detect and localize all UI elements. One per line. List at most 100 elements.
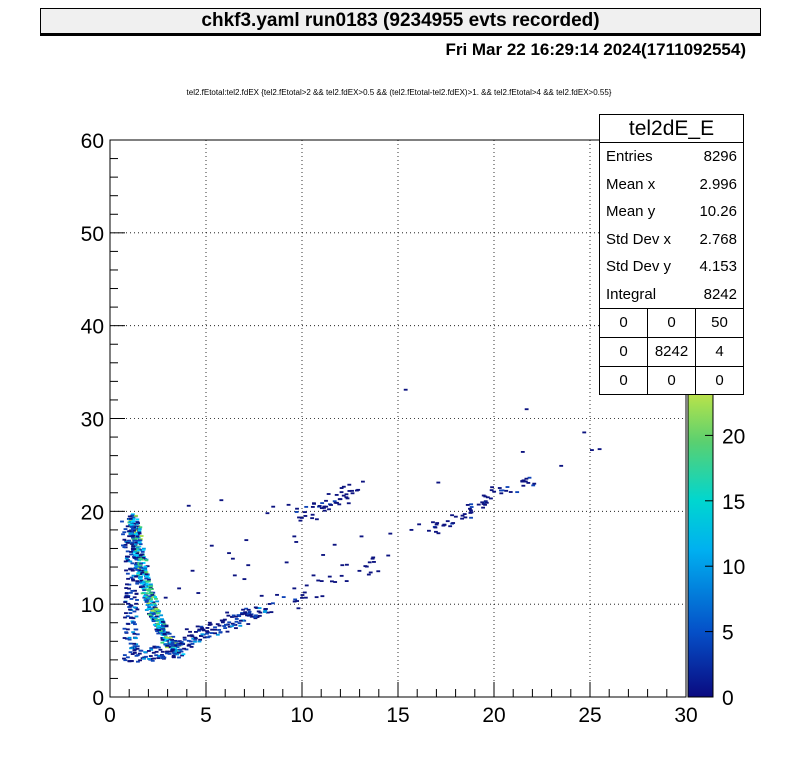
heatmap-cell	[138, 538, 143, 541]
heatmap-cell	[148, 655, 153, 657]
heatmap-cell	[134, 528, 138, 531]
heatmap-cell	[334, 493, 339, 496]
heatmap-cell	[356, 488, 361, 491]
heatmap-cell	[240, 612, 245, 614]
heatmap-cell	[156, 627, 160, 630]
color-scale-axis: 0 5 10 15 20	[705, 425, 745, 710]
heatmap-cell	[147, 606, 152, 609]
heatmap-cell	[172, 643, 177, 646]
heatmap-cell	[135, 645, 140, 648]
heatmap-cell	[130, 547, 135, 550]
heatmap-cell	[130, 543, 134, 545]
heatmap-cell	[168, 643, 173, 646]
heatmap-cell	[125, 550, 130, 553]
heatmap-cell	[480, 501, 485, 504]
heatmap-cell	[469, 509, 473, 512]
heatmap-cell	[149, 611, 154, 614]
heatmap-cell	[314, 596, 319, 599]
heatmap-cell	[244, 607, 249, 610]
heatmap-cell	[520, 480, 525, 482]
heatmap-cell	[267, 603, 272, 605]
heatmap-cell	[155, 630, 159, 633]
heatmap-cell	[130, 528, 135, 531]
heatmap-cell	[136, 555, 140, 557]
heatmap-cell	[171, 655, 176, 658]
heatmap-cell	[213, 626, 217, 629]
heatmap-cell	[225, 611, 230, 614]
heatmap-cell	[128, 608, 132, 611]
heatmap-cell	[197, 628, 202, 631]
heatmap-cell	[151, 601, 156, 604]
heatmap-cell	[131, 522, 136, 525]
heatmap-cell	[246, 564, 251, 567]
heatmap-cell	[170, 648, 175, 651]
heatmap-cell	[445, 520, 450, 523]
heatmap-cell	[134, 558, 139, 561]
heatmap-cell	[123, 560, 128, 563]
heatmap-cell	[141, 556, 146, 559]
heatmap-cell	[230, 622, 235, 625]
heatmap-cell	[155, 608, 160, 611]
heatmap-cell	[359, 535, 364, 538]
stat-row-integral: Integral 8242	[600, 281, 743, 309]
heatmap-cell	[130, 589, 135, 592]
heatmap-cell	[227, 621, 232, 624]
heatmap-cell	[144, 592, 149, 595]
y-tick-label: 20	[81, 501, 104, 524]
heatmap-cell	[126, 602, 131, 605]
heatmap-cell	[263, 609, 268, 612]
heatmap-cell	[295, 600, 300, 602]
heatmap-cell	[124, 631, 129, 634]
heatmap-cell	[154, 654, 159, 657]
heatmap-cell	[175, 646, 180, 648]
stat-value: 2.996	[699, 175, 737, 193]
heatmap-cell	[162, 656, 167, 659]
heatmap-cell	[238, 624, 243, 627]
heatmap-cell	[128, 651, 133, 654]
heatmap-cell	[220, 621, 225, 624]
heatmap-cell	[350, 489, 354, 492]
heatmap-cell	[134, 602, 139, 605]
heatmap-cell	[152, 623, 157, 626]
heatmap-cell	[123, 528, 128, 531]
heatmap-cell	[142, 581, 146, 584]
heatmap-cell	[139, 579, 144, 582]
heatmap-cell	[200, 627, 205, 630]
heatmap-cell	[123, 543, 128, 546]
heatmap-cell	[136, 549, 141, 552]
heatmap-cell	[124, 637, 129, 640]
heatmap-cell	[127, 583, 132, 586]
heatmap-cell	[225, 623, 230, 626]
heatmap-cell	[136, 660, 140, 663]
y-tick-label: 40	[81, 316, 104, 339]
heatmap-cell	[175, 653, 180, 656]
heatmap-cell	[462, 513, 467, 516]
heatmap-cell	[246, 612, 251, 615]
heatmap-cell	[136, 556, 141, 559]
heatmap-cell	[131, 631, 136, 634]
stat-label: Std Dev x	[606, 230, 672, 248]
heatmap-cell	[151, 613, 156, 615]
heatmap-cell	[137, 532, 142, 535]
heatmap-cell	[409, 528, 414, 531]
heatmap-cell	[469, 511, 474, 514]
x-tick-label: 5	[200, 704, 212, 727]
heatmap-cell	[476, 503, 481, 506]
heatmap-cell	[208, 623, 213, 626]
heatmap-cell	[219, 499, 224, 502]
heatmap-cell	[248, 614, 253, 617]
heatmap-cell	[147, 578, 151, 581]
heatmap-cell	[497, 487, 502, 489]
heatmap-cell	[524, 477, 529, 480]
heatmap-cell	[122, 627, 127, 630]
heatmap-cell	[442, 523, 447, 526]
heatmap-cell	[145, 580, 150, 583]
heatmap-cell	[136, 572, 141, 575]
heatmap-cell	[127, 535, 132, 538]
heatmap-cell	[294, 541, 299, 543]
heatmap-cell	[433, 526, 438, 529]
heatmap-cell	[367, 561, 372, 564]
heatmap-cell	[559, 464, 564, 467]
stat-value: 8242	[703, 285, 737, 303]
heatmap-cell	[310, 505, 315, 508]
